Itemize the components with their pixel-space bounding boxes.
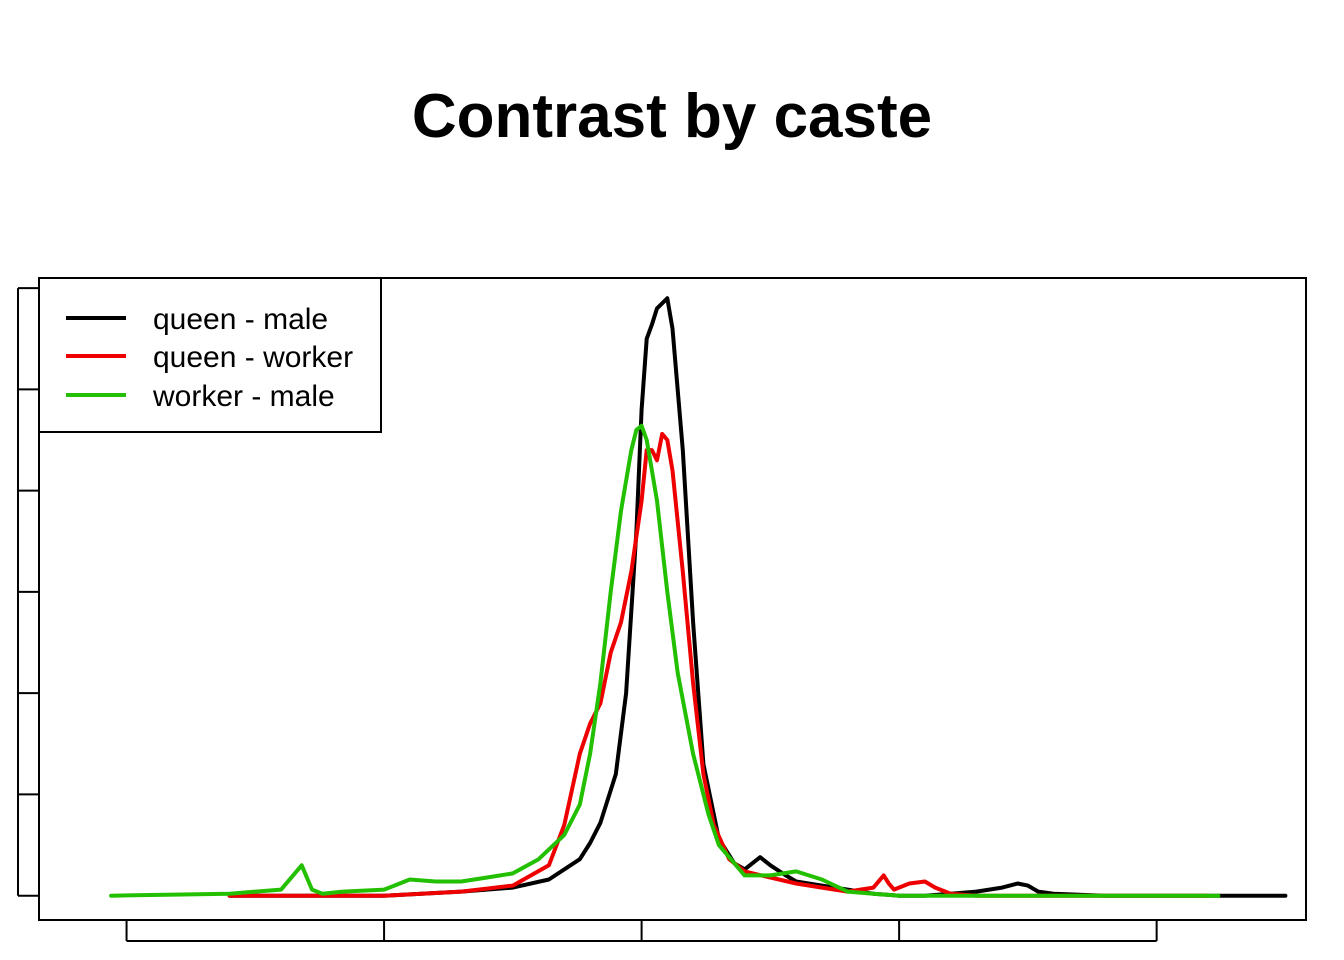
chart-title: Contrast by caste	[412, 82, 932, 151]
series-line-queen-worker	[227, 431, 1211, 898]
legend: queen - male queen - worker worker - mal…	[38, 277, 382, 433]
legend-label-worker-male: worker - male	[152, 380, 335, 413]
legend-label-queen-male: queen - male	[153, 303, 328, 336]
plot-frame	[38, 277, 1307, 921]
axes	[17, 287, 1158, 942]
legend-label-queen-worker: queen - worker	[153, 341, 353, 374]
series-line-queen-male	[227, 296, 1288, 898]
series-line-worker-male	[109, 423, 1221, 898]
series-layer	[109, 296, 1288, 898]
